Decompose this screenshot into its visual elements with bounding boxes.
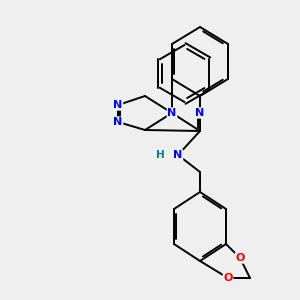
- Text: H: H: [156, 150, 164, 160]
- Text: N: N: [113, 117, 123, 127]
- Text: N: N: [195, 108, 205, 118]
- Text: O: O: [235, 253, 245, 263]
- Text: O: O: [223, 273, 233, 283]
- Text: N: N: [173, 150, 183, 160]
- Text: N: N: [167, 108, 177, 118]
- Text: N: N: [113, 100, 123, 110]
